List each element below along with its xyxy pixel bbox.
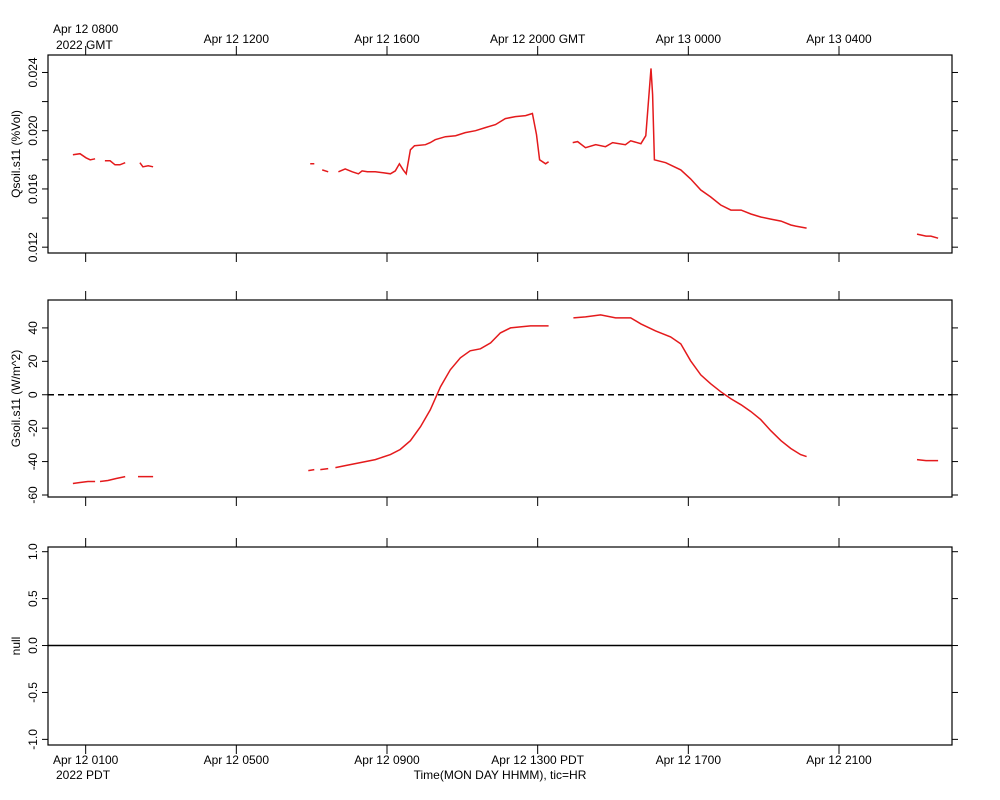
top-x-tick-label: Apr 13 0400 [806, 32, 872, 46]
top-year-label: 2022 GMT [56, 38, 113, 52]
y-axis-label: Qsoil.s11 (%Vol) [9, 110, 23, 198]
y-tick-label: 0.0 [26, 637, 40, 654]
x-tick-label: Apr 12 1300 PDT [491, 753, 584, 767]
data-line [72, 314, 939, 485]
y-tick-label: -1.0 [26, 729, 40, 750]
y-axis-label: null [9, 637, 23, 656]
y-tick-label: 1.0 [26, 543, 40, 560]
x-tick-label: Apr 12 2100 [806, 753, 872, 767]
y-tick-label: 20 [26, 354, 40, 368]
top-x-tick-label: Apr 12 1200 [204, 32, 270, 46]
y-tick-label: -0.5 [26, 682, 40, 703]
top-x-tick-label: Apr 12 0800 [53, 22, 119, 36]
panel-frame [47, 299, 953, 498]
y-tick-label: 0.016 [26, 174, 40, 204]
x-tick-label: Apr 12 0900 [354, 753, 420, 767]
top-x-tick-label: Apr 13 0000 [656, 32, 722, 46]
x-tick-label: Apr 12 0100 [53, 753, 119, 767]
y-tick-label: -40 [26, 453, 40, 471]
y-tick-label: 0.012 [26, 232, 40, 262]
top-x-tick-label: Apr 12 2000 GMT [490, 32, 586, 46]
y-axis-label: Gsoil.s11 (W/m^2) [9, 350, 23, 447]
y-tick-label: 0.020 [26, 115, 40, 145]
bottom-year-label: 2022 PDT [56, 768, 111, 782]
x-axis-label: Time(MON DAY HHMM), tic=HR [414, 768, 587, 782]
top-x-tick-label: Apr 12 1600 [354, 32, 420, 46]
y-tick-label: 0.024 [26, 57, 40, 87]
y-tick-label: 0.5 [26, 590, 40, 607]
y-tick-label: -20 [26, 419, 40, 437]
x-tick-label: Apr 12 1700 [656, 753, 722, 767]
y-tick-label: 0 [26, 391, 40, 398]
panel-frame [47, 54, 953, 254]
x-tick-label: Apr 12 0500 [204, 753, 270, 767]
data-line [72, 68, 939, 239]
y-tick-label: -60 [26, 486, 40, 504]
y-tick-label: 40 [26, 321, 40, 335]
